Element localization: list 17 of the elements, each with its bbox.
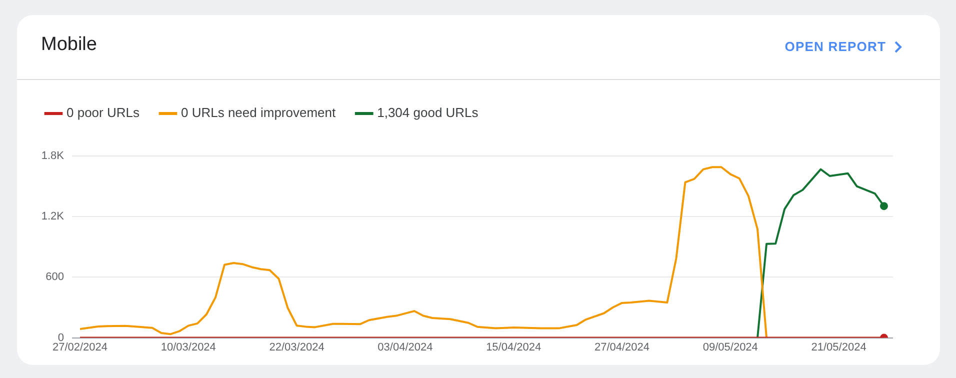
y-tick-label: 1.8K <box>41 150 65 162</box>
legend-label: 0 poor URLs <box>66 105 140 120</box>
x-tick-label: 09/05/2024 <box>702 341 758 354</box>
x-tick-label: 21/05/2024 <box>811 341 866 354</box>
x-tick-label: 15/04/2024 <box>486 341 542 354</box>
text: OPEN REPORT <box>784 39 886 54</box>
y-tick-label: 600 <box>46 271 64 284</box>
legend-label: 0 URLs need improvement <box>180 105 336 120</box>
y-tick-label: 1.2K <box>41 210 65 223</box>
x-tick-label: 27/04/2024 <box>594 341 650 354</box>
x-tick-label: 27/02/2024 <box>52 341 108 354</box>
x-tick-label: 03/04/2024 <box>378 341 433 354</box>
y-tick-label: 0 <box>58 332 64 344</box>
legend-label: 1,304 good URLs <box>377 105 479 120</box>
x-tick-label: 22/03/2024 <box>269 341 324 354</box>
x-tick-label: 10/03/2024 <box>160 341 216 354</box>
chart-title: Mobile <box>41 34 97 56</box>
